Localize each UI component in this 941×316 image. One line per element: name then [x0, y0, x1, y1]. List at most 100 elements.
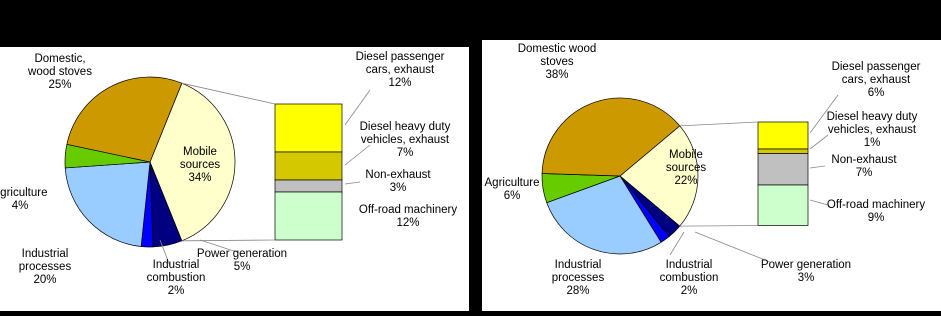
bar-label-value: 3% [390, 182, 407, 194]
bar-label: Diesel heavy duty vehicles, exhaust 7% [360, 121, 451, 159]
leader-line [694, 231, 771, 263]
bar-label: Diesel passenger cars, exhaust 6% [832, 61, 921, 99]
bar-segment [274, 179, 343, 193]
slice-label: Mobile sources 34% [180, 146, 221, 184]
connector [679, 225, 759, 227]
bar-label-line: Non-exhaust [365, 169, 431, 181]
slice-label-line: Industrial [153, 259, 200, 271]
bar-label: Non-exhaust 3% [365, 169, 431, 194]
slice-label-value: 34% [188, 172, 211, 184]
slice-label-value: 20% [33, 274, 56, 286]
slice-label-line: sources [666, 162, 707, 174]
bar-label-line: Diesel passenger [832, 61, 921, 73]
leader-line [809, 134, 829, 150]
slice-label-line: sources [180, 159, 221, 171]
slice-label-line: processes [19, 261, 72, 273]
bar-segment [757, 184, 809, 226]
pie-slice [541, 97, 681, 177]
bar-label: Off-road machinery 9% [827, 199, 925, 224]
connector [181, 239, 276, 242]
bar-label-value: 9% [868, 212, 885, 224]
slice-label: Domestic, wood stoves 25% [27, 53, 92, 91]
pie-slice [546, 175, 662, 255]
leader-line [809, 199, 829, 206]
slice-label-value: 4% [12, 200, 29, 212]
slice-label-line: Industrial [666, 259, 713, 271]
pie-slice [149, 82, 236, 242]
bar-label: Diesel passenger cars, exhaust 12% [356, 51, 445, 89]
bar-label: Non-exhaust 7% [831, 154, 897, 179]
slice-label-value: 38% [545, 69, 568, 81]
bar-label-line: Off-road machinery [359, 204, 457, 216]
slice-label-value: 28% [566, 285, 589, 297]
slice-label-line: stoves [540, 56, 573, 68]
slice-label-value: 2% [681, 285, 698, 297]
leader-line [159, 239, 171, 267]
leader-line [344, 181, 361, 185]
leader-line [344, 89, 371, 126]
connector [181, 82, 276, 105]
slice-label-line: Industrial [22, 248, 69, 260]
slice-label-value: 2% [168, 285, 185, 297]
slice-label-value: 3% [798, 272, 815, 284]
bar-label: Diesel heavy duty vehicles, exhaust 1% [827, 111, 918, 149]
slice-label-line: Agriculture [0, 187, 47, 199]
slice-label-line: processes [552, 272, 605, 284]
slice-label-value: 6% [504, 190, 521, 202]
slice-label: Mobile sources 22% [666, 149, 707, 187]
pie-slice [66, 76, 183, 163]
slice-label-line: Agriculture [485, 177, 540, 189]
pie-slice [619, 125, 699, 227]
connector [679, 121, 759, 127]
slice-label-line: Power generation [761, 259, 851, 271]
slice-label-line: Domestic wood [518, 43, 597, 55]
bar-segment [757, 153, 809, 186]
slice-label: Power generation 3% [761, 259, 851, 284]
slice-label: Industrial combustion 2% [660, 259, 719, 297]
slice-label: Power generation 5% [197, 248, 287, 273]
bar-segment [274, 103, 343, 153]
bar-segment [757, 148, 809, 154]
bar-label-line: Non-exhaust [831, 154, 897, 166]
slice-label: Agriculture4% [0, 187, 47, 212]
slice-label-line: Power generation [197, 248, 287, 260]
slice-label-line: Domestic, [34, 53, 85, 65]
leader-line [669, 231, 685, 256]
leader-line [199, 239, 238, 253]
bar-label-line: Diesel heavy duty [360, 121, 451, 133]
slice-label: Industrial processes 28% [552, 259, 605, 297]
bar-label-line: vehicles, exhaust [361, 134, 450, 146]
bar-label-value: 1% [864, 137, 881, 149]
bar-label-line: Diesel heavy duty [827, 111, 918, 123]
bar-segment [757, 121, 809, 150]
leader-line [809, 165, 826, 169]
slice-label-line: Mobile [183, 146, 217, 158]
slice-label: Industrial processes 20% [19, 248, 72, 286]
slice-label-line: Industrial [555, 259, 602, 271]
slice-label: Agriculture 6% [485, 177, 540, 202]
pie-slice [64, 161, 151, 247]
slice-label-value: 25% [48, 79, 71, 91]
slice-label-line: wood stoves [27, 66, 92, 78]
slice-label-value: 22% [674, 175, 697, 187]
slice-label: Domestic wood stoves 38% [518, 43, 597, 81]
bar-label-line: vehicles, exhaust [828, 124, 917, 136]
leader-line [344, 144, 371, 166]
slice-label-value: 5% [234, 261, 251, 273]
bar-label-value: 7% [397, 147, 414, 159]
leader-line [809, 94, 839, 134]
slice-label: Industrial combustion 2% [147, 259, 206, 297]
bar-label-value: 12% [388, 77, 411, 89]
bar-label-line: Diesel passenger [356, 51, 445, 63]
bar-label-line: Off-road machinery [827, 199, 925, 211]
slice-label-line: Mobile [669, 149, 703, 161]
bar-label-value: 6% [868, 87, 885, 99]
bar-label-line: cars, exhaust [366, 64, 435, 76]
slice-label-line: combustion [147, 272, 206, 284]
bar-label: Off-road machinery 12% [359, 204, 457, 229]
bar-label-line: cars, exhaust [842, 74, 911, 86]
bar-label-value: 12% [396, 217, 419, 229]
bar-label-value: 7% [856, 167, 873, 179]
